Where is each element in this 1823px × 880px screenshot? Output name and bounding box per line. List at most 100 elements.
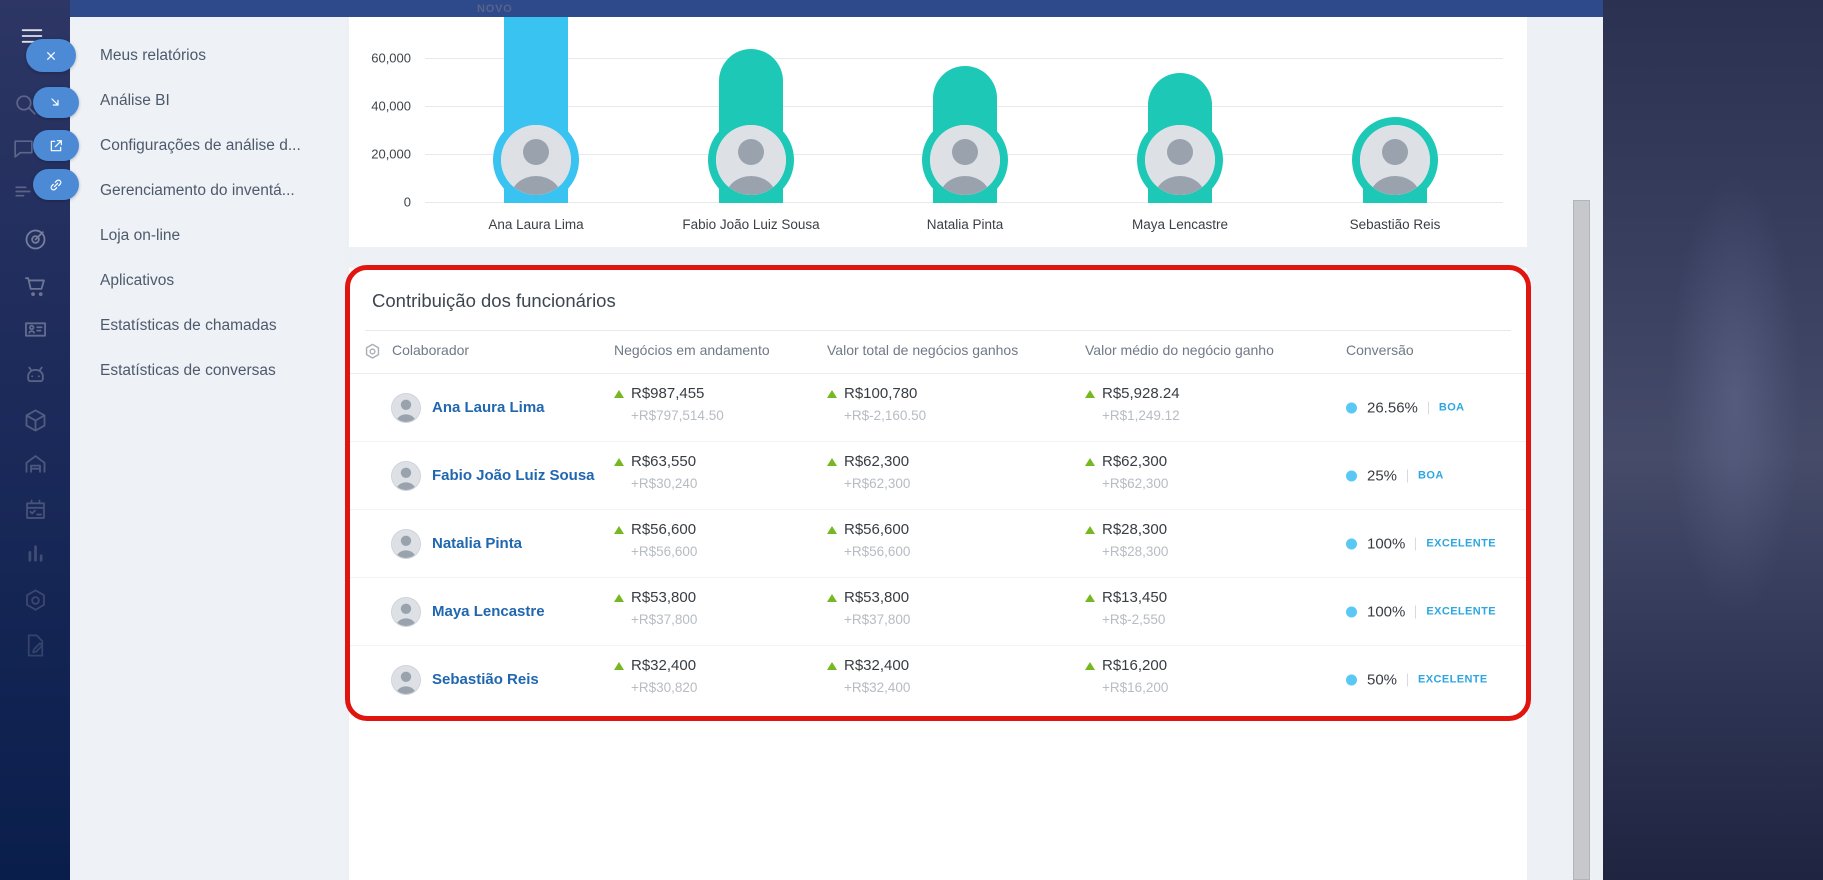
open-in-new-button[interactable]	[33, 130, 79, 161]
value: R$28,300	[1102, 521, 1168, 538]
conversion-cell: 50% EXCELENTE	[1346, 671, 1488, 688]
table-row: Ana Laura Lima R$987,455 +R$797,514.50 R…	[349, 374, 1527, 442]
conversion-dot	[1346, 470, 1357, 481]
value-delta: +R$62,300	[844, 476, 911, 491]
divider	[1415, 537, 1417, 550]
employee-avatar	[1360, 125, 1430, 195]
target-icon	[25, 229, 46, 250]
sidebar-item-2[interactable]: Configurações de análise d...	[100, 136, 301, 154]
conversion-dot	[1346, 402, 1357, 413]
value-delta: +R$30,240	[631, 476, 698, 491]
sidebar-item-6[interactable]: Estatísticas de chamadas	[100, 316, 277, 334]
conversion-status-link[interactable]: EXCELENTE	[1426, 537, 1496, 550]
document-edit-icon	[22, 632, 49, 659]
deals-in-progress-cell: R$32,400 +R$30,820	[614, 657, 697, 695]
column-header-1[interactable]: Negócios em andamento	[614, 342, 770, 358]
value: R$32,400	[844, 657, 910, 674]
package-icon	[25, 409, 46, 432]
nut-icon	[22, 587, 49, 614]
value-delta: +R$16,200	[1102, 680, 1169, 695]
robot-icon	[27, 366, 44, 383]
collapse-arrow-button[interactable]	[33, 87, 79, 118]
gear-icon[interactable]	[363, 342, 382, 361]
avatar-silhouette	[392, 393, 420, 422]
up-triangle-icon	[827, 525, 837, 534]
id-card-icon	[22, 316, 49, 343]
total-won-cell: R$56,600 +R$56,600	[827, 521, 910, 559]
conversion-status-link[interactable]: BOA	[1438, 401, 1465, 414]
employee-avatar	[930, 125, 1000, 195]
conversion-status-link[interactable]: BOA	[1418, 469, 1444, 482]
average-won-cell: R$5,928.24 +R$1,249.12	[1085, 385, 1180, 423]
chat-icon	[11, 136, 36, 161]
avatar-silhouette	[1145, 125, 1215, 195]
colaborador-cell: Natalia Pinta	[392, 529, 523, 558]
collapse-arrow-icon	[51, 97, 59, 106]
vertical-scrollbar[interactable]	[1573, 200, 1590, 880]
sidebar-item-5[interactable]: Aplicativos	[100, 271, 175, 289]
employee-chart-card: 60,000 40,000 20,000 0 Ana Laura Lima Fabio…	[349, 17, 1527, 247]
bar-chart-icon	[28, 545, 43, 562]
employee-name-link[interactable]: Sebastião Reis	[432, 671, 539, 688]
target-icon	[22, 226, 49, 253]
total-won-cell: R$53,800 +R$37,800	[827, 589, 910, 627]
colaborador-cell: Sebastião Reis	[392, 665, 539, 694]
up-triangle-icon	[1085, 593, 1095, 602]
column-header-3[interactable]: Valor médio do negócio ganho	[1085, 342, 1274, 358]
employee-name-link[interactable]: Ana Laura Lima	[432, 399, 545, 416]
colaborador-cell: Maya Lencastre	[392, 597, 545, 626]
value-delta: +R$56,600	[844, 544, 911, 559]
avatar	[392, 597, 420, 626]
average-won-cell: R$16,200 +R$16,200	[1085, 657, 1168, 695]
up-triangle-icon	[1085, 457, 1095, 466]
novo-badge: NOVO	[477, 3, 513, 15]
column-header-4[interactable]: Conversão	[1346, 342, 1414, 358]
conversion-status-link[interactable]: EXCELENTE	[1426, 605, 1496, 618]
employee-name-link[interactable]: Fabio João Luiz Sousa	[432, 467, 595, 484]
x-axis-category-label: Maya Lencastre	[1131, 217, 1229, 232]
value-delta: +R$1,249.12	[1102, 408, 1180, 423]
employee-name-link[interactable]: Natalia Pinta	[432, 535, 523, 552]
avatar-silhouette	[392, 461, 420, 490]
total-won-cell: R$100,780 +R$-2,160.50	[827, 385, 926, 423]
icon-sidebar	[0, 0, 79, 880]
y-axis-tick-label: 0	[403, 194, 411, 210]
employee-name-link[interactable]: Maya Lencastre	[432, 603, 545, 620]
sidebar-item-3[interactable]: Gerenciamento do inventá...	[100, 181, 295, 199]
cart-icon	[25, 277, 45, 297]
sidebar-item-0[interactable]: Meus relatórios	[100, 46, 206, 64]
calendar-icon	[26, 499, 45, 519]
table-title: Contribuição dos funcionários	[372, 290, 616, 311]
conversion-status-link[interactable]: EXCELENTE	[1418, 673, 1488, 686]
document-edit-icon	[27, 634, 44, 657]
divider	[1415, 605, 1417, 618]
value: R$56,600	[631, 521, 697, 538]
gear-icon	[365, 343, 380, 359]
up-triangle-icon	[1085, 525, 1095, 534]
table-header-row: Colaborador Negócios em andamento Valor to…	[349, 330, 1527, 374]
colaborador-cell: Ana Laura Lima	[392, 393, 545, 422]
conversion-dot	[1346, 674, 1357, 685]
sidebar-item-7[interactable]: Estatísticas de conversas	[100, 361, 276, 379]
main-content: 60,000 40,000 20,000 0 Ana Laura Lima Fabio…	[345, 17, 1603, 880]
column-header-2[interactable]: Valor total de negócios ganhos	[827, 342, 1019, 358]
link-button[interactable]	[33, 169, 79, 200]
y-axis-tick-label: 40,000	[371, 98, 411, 114]
up-triangle-icon	[614, 389, 624, 398]
value-delta: +R$797,514.50	[631, 408, 724, 423]
calendar-icon	[22, 496, 49, 523]
table-row: Natalia Pinta R$56,600 +R$56,600 R$56,60…	[349, 510, 1527, 578]
sidebar-item-1[interactable]: Análise BI	[100, 91, 170, 109]
sidebar-item-4[interactable]: Loja on-line	[100, 226, 181, 244]
value-delta: +R$-2,160.50	[844, 408, 927, 423]
close-button[interactable]	[26, 39, 76, 72]
avatar-silhouette	[501, 125, 571, 195]
avatar-silhouette	[1360, 125, 1430, 195]
list-icon	[11, 179, 36, 204]
column-header-0[interactable]: Colaborador	[392, 342, 470, 358]
warehouse-icon	[25, 455, 46, 473]
bar-chart-icon	[22, 540, 49, 567]
avatar-silhouette	[392, 665, 420, 694]
link-icon	[50, 179, 62, 190]
x-axis-category-label: Natalia Pinta	[926, 217, 1004, 232]
